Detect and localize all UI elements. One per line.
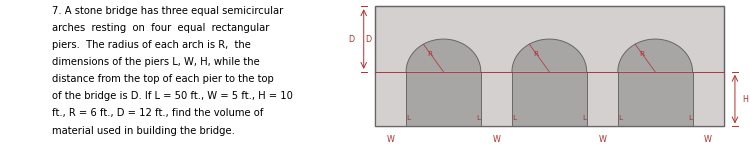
Bar [586, 72, 618, 126]
Bar [618, 72, 692, 126]
Text: W: W [704, 135, 712, 144]
Text: L: L [583, 115, 586, 121]
Bar [375, 6, 724, 126]
Text: ft., R = 6 ft., D = 12 ft., find the volume of: ft., R = 6 ft., D = 12 ft., find the vol… [53, 108, 264, 118]
Text: L: L [512, 115, 516, 121]
Text: material used in building the bridge.: material used in building the bridge. [53, 126, 236, 136]
Text: L: L [406, 115, 410, 121]
Text: of the bridge is D. If L = 50 ft., W = 5 ft., H = 10: of the bridge is D. If L = 50 ft., W = 5… [53, 91, 293, 101]
Polygon shape [618, 39, 692, 72]
Text: dimensions of the piers L, W, H, while the: dimensions of the piers L, W, H, while t… [53, 57, 260, 67]
Bar [406, 72, 481, 126]
Text: W: W [386, 135, 394, 144]
Text: distance from the top of each pier to the top: distance from the top of each pier to th… [53, 74, 274, 84]
Text: D: D [365, 35, 371, 44]
Text: L: L [688, 115, 692, 121]
Text: D: D [349, 35, 355, 44]
Bar [512, 72, 586, 126]
Polygon shape [512, 39, 586, 72]
Text: L: L [618, 115, 622, 121]
Text: R: R [639, 51, 644, 57]
Bar [692, 72, 724, 126]
Text: W: W [598, 135, 606, 144]
Bar [375, 6, 724, 126]
Text: R: R [533, 51, 538, 57]
Bar [481, 72, 512, 126]
Text: piers.  The radius of each arch is R,  the: piers. The radius of each arch is R, the [53, 40, 251, 50]
Text: 7. A stone bridge has three equal semicircular: 7. A stone bridge has three equal semici… [53, 6, 284, 16]
Polygon shape [406, 39, 481, 72]
Text: arches  resting  on  four  equal  rectangular: arches resting on four equal rectangular [53, 23, 270, 33]
Text: R: R [427, 51, 432, 57]
Text: L: L [476, 115, 481, 121]
Text: W: W [493, 135, 500, 144]
Bar [375, 72, 406, 126]
Text: H: H [742, 95, 748, 104]
